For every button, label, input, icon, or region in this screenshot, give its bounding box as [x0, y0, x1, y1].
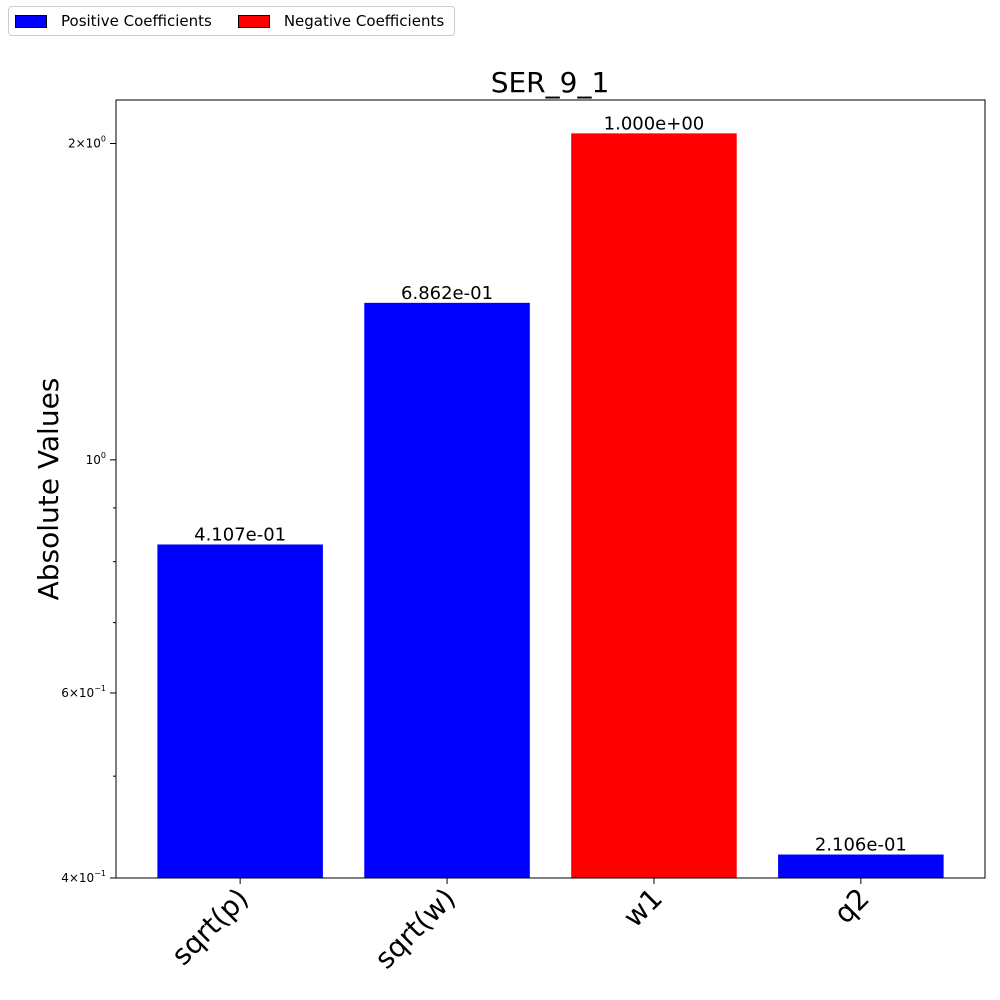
legend-swatch-positive	[15, 14, 47, 28]
bar-1	[364, 302, 530, 878]
bar-3	[778, 854, 944, 878]
x-tick-label-3: q2	[827, 882, 876, 931]
bar-0	[157, 544, 323, 878]
y-tick-label-2: 6×10−1	[61, 684, 106, 700]
legend-label-negative: Negative Coefficients	[283, 12, 445, 30]
legend-label-positive: Positive Coefficients	[61, 12, 212, 30]
legend-swatch-negative	[237, 14, 270, 28]
y-tick-label-0: 2×100	[68, 134, 106, 150]
bar-value-label-1: 6.862e-01	[401, 283, 493, 304]
bar-2	[571, 133, 737, 878]
x-tick-label-1: sqrt(w)	[368, 882, 462, 976]
chart-title: SER_9_1	[491, 66, 610, 99]
bars-group: 4.107e-01 6.862e-01 1.000e+00 2.106e-01	[157, 113, 944, 878]
y-axis-label: Absolute Values	[32, 378, 65, 601]
bar-value-label-0: 4.107e-01	[194, 524, 286, 545]
y-tick-label-1: 100	[86, 451, 106, 467]
x-tick-label-2: w1	[617, 882, 669, 934]
y-tick-label-3: 4×10−1	[61, 869, 106, 885]
bar-value-label-3: 2.106e-01	[815, 835, 907, 856]
x-tick-label-0: sqrt(p)	[165, 882, 255, 972]
legend-item-positive: Positive Coefficients	[15, 12, 212, 30]
legend: Positive Coefficients Negative Coefficie…	[8, 6, 456, 36]
legend-item-negative: Negative Coefficients	[237, 12, 445, 30]
plot-area-frame	[115, 99, 986, 879]
bar-value-label-2: 1.000e+00	[604, 113, 705, 134]
